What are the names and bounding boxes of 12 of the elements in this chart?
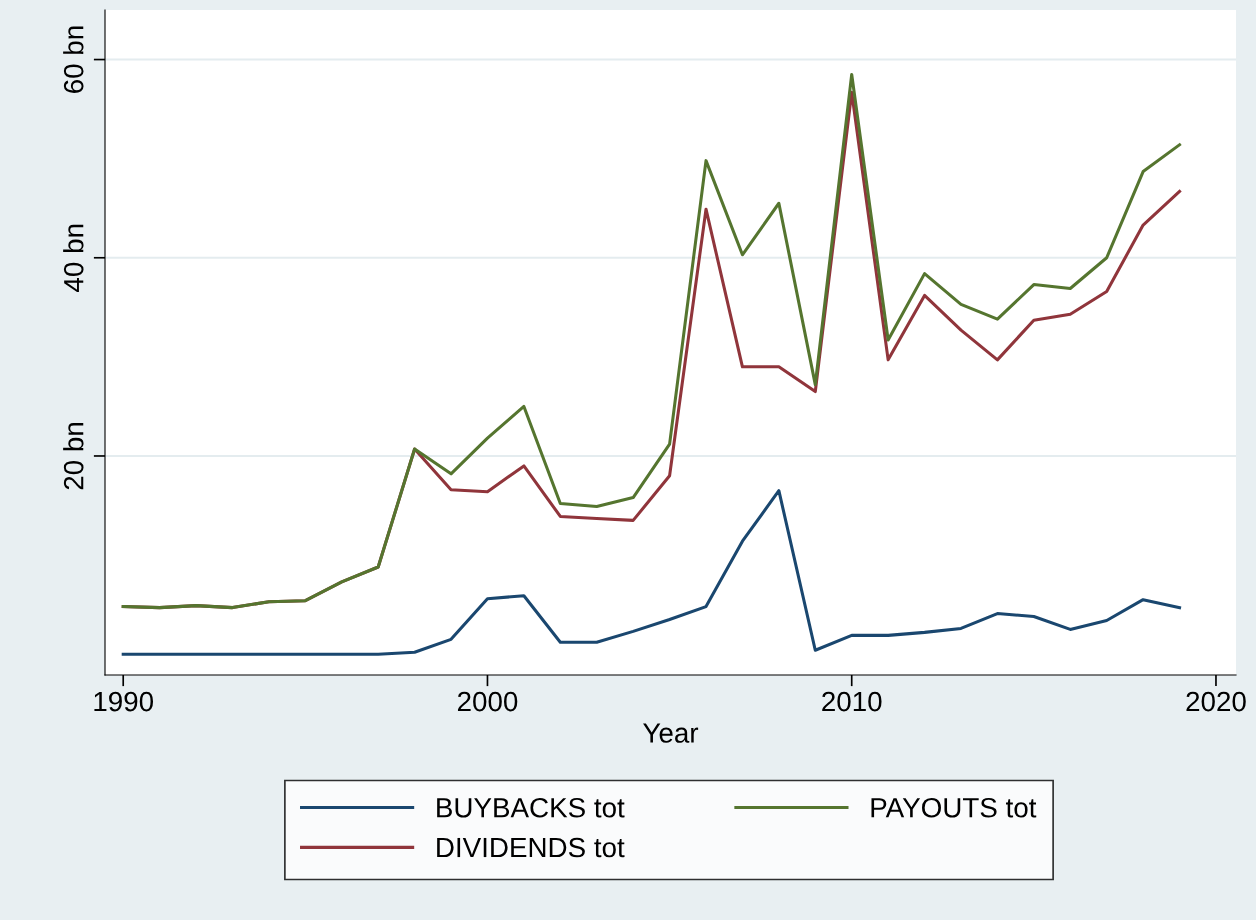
y-tick-label: 60 bn — [63, 26, 84, 93]
line-series — [121, 489, 1182, 656]
x-tick-label: 2010 — [822, 691, 882, 712]
x-tick-label: 1990 — [94, 691, 154, 712]
y-tick-label: 20 bn — [63, 423, 84, 490]
legend-label: DIVIDENDS tot — [437, 837, 625, 858]
x-axis-title: Year — [643, 723, 699, 743]
x-tick-label: 2000 — [457, 691, 518, 712]
legend-label: PAYOUTS tot — [871, 797, 1037, 818]
legend-label: BUYBACKS tot — [437, 797, 625, 818]
x-tick-label: 2020 — [1186, 691, 1246, 712]
y-tick-label: 40 bn — [63, 224, 84, 292]
